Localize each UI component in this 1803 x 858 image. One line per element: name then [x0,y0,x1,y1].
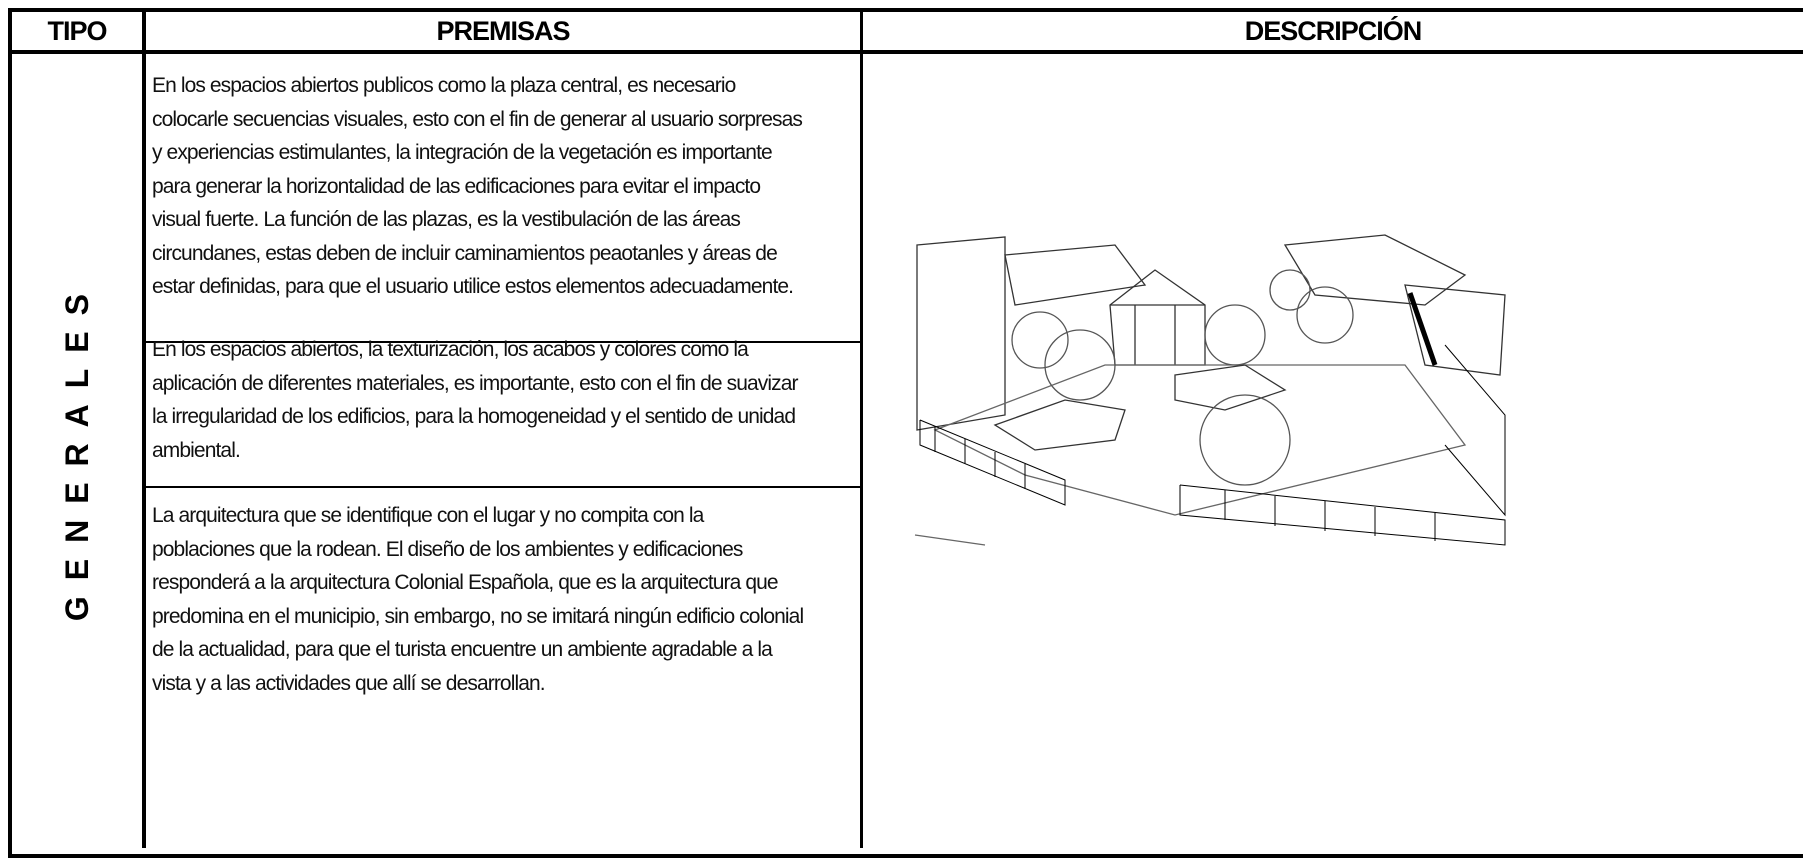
premise-line: aplicación de diferentes materiales, es … [152,371,799,395]
premise-line: vista y a las actividades que allí se de… [152,671,546,695]
row-rule [144,486,862,488]
premise-line: En los espacios abiertos, la texturizaci… [152,338,749,361]
premise-line: la irregularidad de los edificios, para … [152,405,796,428]
premise-line: poblaciones que la rodean. El diseño de … [152,537,743,561]
premise-line: predomina en el municipio, sin embargo, … [152,604,804,628]
premise-line: para generar la horizontalidad de las ed… [152,174,761,198]
premise-line: colocarle secuencias visuales, esto con … [152,107,803,131]
header-descripcion: DESCRIPCIÓN [1244,15,1423,46]
header-tipo: TIPO [47,15,107,46]
premise-cell: La arquitectura que se identifique con e… [146,504,860,716]
premise-line: de la actualidad, para que el turista en… [152,638,773,661]
premise-line: responderá a la arquitectura Colonial Es… [152,571,779,594]
tipo-label: GENERALES [58,277,95,622]
tipo-cell: GENERALES [12,54,142,845]
premise-line: La arquitectura que se identifique con e… [152,504,704,527]
premise-line: ambiental. [152,438,241,462]
plaza-sketch [914,234,1506,546]
premise-cell: En los espacios abiertos, la texturizaci… [146,338,860,480]
premise-line: y experiencias estimulantes, la integrac… [152,141,773,164]
row-rule [144,341,862,343]
col-rule [860,8,863,848]
premise-line: visual fuerte. La función de las plazas,… [152,208,741,231]
header-rule [8,50,1803,54]
premise-line: En los espacios abiertos publicos como l… [152,74,736,97]
header-premisas: PREMISAS [436,15,570,46]
premise-cell: En los espacios abiertos publicos como l… [146,74,860,316]
premise-line: estar definidas, para que el usuario uti… [152,275,794,298]
col-rule [142,8,146,848]
premise-line: circundanes, estas deben de incluir cami… [152,241,778,265]
